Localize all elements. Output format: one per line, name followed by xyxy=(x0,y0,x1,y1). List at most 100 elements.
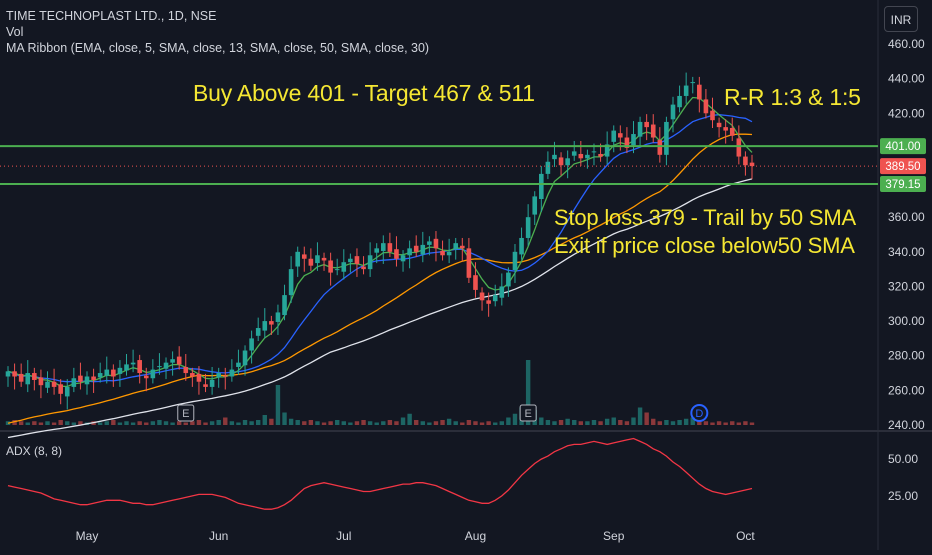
candle-body[interactable] xyxy=(492,295,498,302)
candle-body[interactable] xyxy=(229,369,235,377)
candle-body[interactable] xyxy=(196,373,202,382)
candle-body[interactable] xyxy=(84,376,90,385)
risk-reward-annotation[interactable]: R-R 1:3 & 1:5 xyxy=(724,84,861,110)
candle-body[interactable] xyxy=(361,266,366,270)
candle-body[interactable] xyxy=(460,245,465,249)
candle-body[interactable] xyxy=(466,248,472,278)
candle-body[interactable] xyxy=(710,110,715,121)
candle-body[interactable] xyxy=(209,379,215,387)
candle-body[interactable] xyxy=(51,381,57,387)
candle-body[interactable] xyxy=(611,130,617,142)
candle-body[interactable] xyxy=(38,377,44,386)
candle-body[interactable] xyxy=(124,364,129,371)
candle-body[interactable] xyxy=(558,157,564,166)
candle-body[interactable] xyxy=(117,367,123,374)
candle-body[interactable] xyxy=(618,133,623,138)
currency-button[interactable]: INR xyxy=(884,6,918,32)
candle-body[interactable] xyxy=(315,255,320,264)
candle-body[interactable] xyxy=(683,85,689,96)
candle-body[interactable] xyxy=(394,249,399,259)
candle-body[interactable] xyxy=(578,153,584,159)
earnings-marker[interactable] xyxy=(177,404,195,422)
candle-body[interactable] xyxy=(328,260,333,273)
candle-body[interactable] xyxy=(644,121,649,128)
candle-body[interactable] xyxy=(104,369,110,376)
candle-body[interactable] xyxy=(729,127,735,136)
candle-body[interactable] xyxy=(479,292,485,301)
candle-body[interactable] xyxy=(301,254,307,259)
candle-body[interactable] xyxy=(354,256,360,264)
candle-body[interactable] xyxy=(236,362,241,367)
candle-body[interactable] xyxy=(18,373,24,382)
candle-body[interactable] xyxy=(176,356,182,365)
earnings-marker[interactable] xyxy=(519,404,537,422)
candle-body[interactable] xyxy=(262,321,268,331)
candle-body[interactable] xyxy=(255,328,261,336)
candle-body[interactable] xyxy=(288,269,294,296)
candle-body[interactable] xyxy=(183,366,189,374)
candle-body[interactable] xyxy=(407,248,412,256)
candle-body[interactable] xyxy=(12,371,17,377)
candle-body[interactable] xyxy=(486,300,491,304)
candle-body[interactable] xyxy=(71,378,77,387)
candle-body[interactable] xyxy=(380,243,386,251)
buy-annotation[interactable]: Buy Above 401 - Target 467 & 511 xyxy=(193,80,535,106)
vol-indicator-label[interactable]: Vol xyxy=(6,25,24,39)
candle-body[interactable] xyxy=(249,338,254,351)
candle-body[interactable] xyxy=(420,244,426,255)
candle-body[interactable] xyxy=(670,104,676,120)
candle-body[interactable] xyxy=(631,134,636,146)
candle-body[interactable] xyxy=(736,138,742,157)
dividend-marker[interactable] xyxy=(690,404,709,422)
candle-body[interactable] xyxy=(222,375,228,377)
candle-body[interactable] xyxy=(690,82,696,84)
candle-body[interactable] xyxy=(348,258,353,263)
candle-body[interactable] xyxy=(637,121,643,137)
candle-body[interactable] xyxy=(519,237,524,255)
candle-body[interactable] xyxy=(157,366,162,368)
candle-body[interactable] xyxy=(242,350,248,366)
candle-body[interactable] xyxy=(143,375,149,379)
exit-annotation[interactable]: Exit if price close below50 SMA xyxy=(554,233,855,258)
candle-body[interactable] xyxy=(387,243,393,252)
candle-body[interactable] xyxy=(32,373,37,380)
candle-body[interactable] xyxy=(97,373,103,378)
candle-body[interactable] xyxy=(512,251,518,271)
candle-body[interactable] xyxy=(749,162,755,167)
candle-body[interactable] xyxy=(334,269,340,271)
candle-body[interactable] xyxy=(163,362,169,369)
candle-body[interactable] xyxy=(413,245,419,252)
candle-body[interactable] xyxy=(552,154,557,160)
candle-body[interactable] xyxy=(427,241,432,245)
candle-body[interactable] xyxy=(473,275,478,290)
candle-body[interactable] xyxy=(190,373,195,377)
candle-body[interactable] xyxy=(585,154,590,159)
candle-body[interactable] xyxy=(716,122,722,128)
candle-body[interactable] xyxy=(295,251,300,267)
candle-body[interactable] xyxy=(130,362,136,365)
candle-body[interactable] xyxy=(532,196,538,215)
candle-body[interactable] xyxy=(321,257,327,261)
stop-loss-annotation[interactable]: Stop loss 379 - Trail by 50 SMA xyxy=(554,205,856,230)
candle-body[interactable] xyxy=(433,238,439,249)
symbol-title[interactable]: TIME TECHNOPLAST LTD., 1D, NSE xyxy=(6,9,217,23)
adx-indicator-label[interactable]: ADX (8, 8) xyxy=(6,444,63,458)
candle-body[interactable] xyxy=(545,161,551,174)
candle-body[interactable] xyxy=(269,321,274,325)
candle-body[interactable] xyxy=(25,373,31,385)
candle-body[interactable] xyxy=(677,95,682,108)
candle-body[interactable] xyxy=(45,381,50,388)
candle-body[interactable] xyxy=(591,151,597,153)
candle-body[interactable] xyxy=(367,255,373,270)
candle-body[interactable] xyxy=(565,158,570,166)
candle-body[interactable] xyxy=(78,375,83,382)
candle-body[interactable] xyxy=(91,376,96,380)
candle-body[interactable] xyxy=(506,272,511,287)
candle-body[interactable] xyxy=(5,371,11,377)
candle-body[interactable] xyxy=(539,173,544,199)
candle-body[interactable] xyxy=(657,140,663,155)
candle-body[interactable] xyxy=(446,251,452,256)
candle-body[interactable] xyxy=(111,369,116,377)
candle-body[interactable] xyxy=(64,386,70,397)
candle-body[interactable] xyxy=(275,312,281,322)
